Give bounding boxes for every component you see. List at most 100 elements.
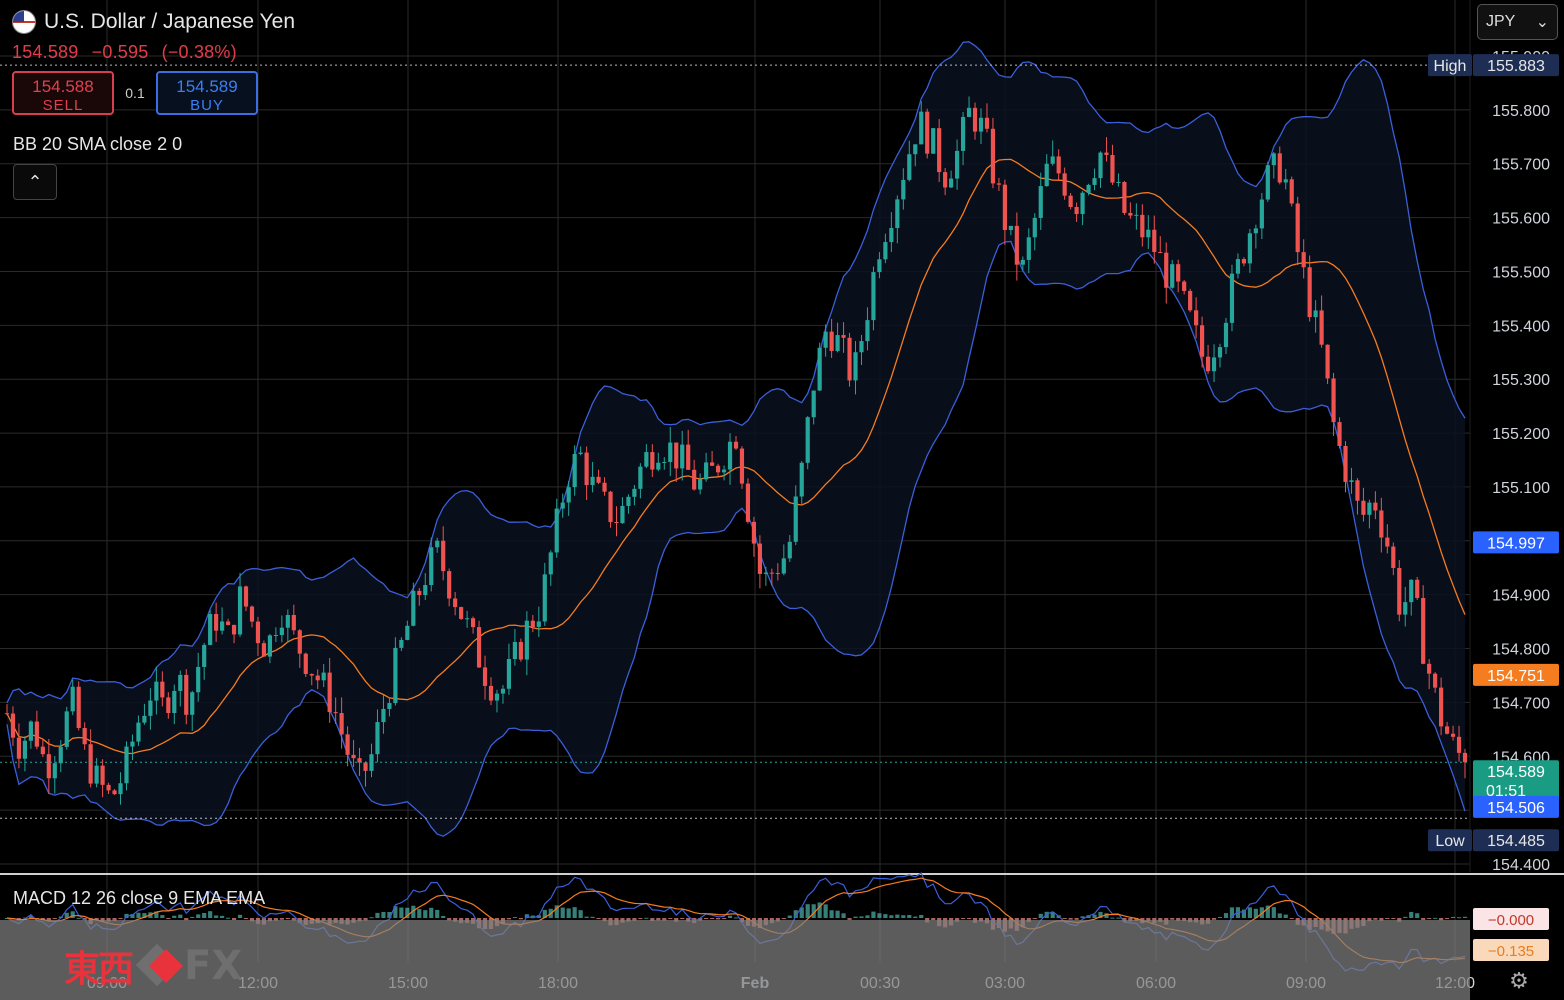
price-change-percent: (−0.38%): [161, 42, 237, 62]
macd-histogram-bar: [423, 910, 428, 918]
buy-button[interactable]: 154.589 BUY: [156, 71, 258, 115]
candle-body: [727, 441, 733, 470]
candle-body: [1050, 156, 1055, 164]
candle-body: [1229, 273, 1235, 323]
macd-histogram-bar: [668, 918, 673, 919]
candle-body: [255, 621, 261, 644]
macd-histogram-bar: [1289, 918, 1294, 919]
candle-body: [136, 722, 141, 742]
macd-histogram-bar: [883, 914, 888, 918]
price-tick-label: 155.600: [1492, 211, 1550, 228]
macd-histogram-bar: [441, 915, 446, 918]
macd-histogram-bar: [781, 918, 786, 919]
candle-body: [536, 621, 541, 627]
macd-histogram-bar: [1038, 913, 1043, 918]
candle-body: [34, 721, 39, 747]
candle-body: [733, 441, 739, 449]
macd-histogram-bar: [357, 918, 362, 922]
price-badge-value: 154.751: [1487, 668, 1545, 685]
macd-histogram-bar: [506, 918, 512, 920]
candle-body: [470, 618, 476, 628]
macd-histogram-bar: [1068, 918, 1073, 920]
candle-body: [698, 479, 703, 490]
candle-body: [835, 335, 840, 351]
macd-histogram-bar: [70, 911, 75, 918]
candle-body: [1140, 214, 1145, 238]
candle-body: [88, 744, 93, 784]
macd-histogram-bar: [1439, 918, 1444, 921]
candle-body: [82, 728, 87, 745]
macd-histogram-bar: [901, 915, 906, 918]
currency-select[interactable]: JPY ⌄: [1477, 4, 1558, 40]
currency-select-value: JPY: [1486, 13, 1516, 30]
candle-body: [1170, 264, 1175, 288]
macd-histogram-bar: [1462, 916, 1468, 918]
price-badge-bg: [1473, 760, 1559, 801]
price-badge-bg: [1473, 795, 1559, 818]
candle-body: [1044, 163, 1049, 187]
candle-body: [142, 715, 147, 723]
macd-legend[interactable]: MACD 12 26 close 9 EMA EMA: [13, 888, 266, 908]
settings-gear-icon[interactable]: ⚙: [1509, 968, 1529, 993]
macd-histogram-bar: [960, 918, 966, 919]
macd-histogram-bar: [811, 904, 816, 918]
macd-histogram-bar: [130, 914, 135, 918]
price-badge-bg: [1473, 663, 1559, 686]
candle-body: [1152, 229, 1157, 252]
candle-body: [650, 452, 655, 470]
macd-histogram-bar: [64, 912, 69, 918]
badge-tag-bg: [1428, 54, 1472, 77]
collapse-legend-button[interactable]: ⌃: [13, 164, 57, 200]
candle-body: [1146, 229, 1151, 238]
candle-body: [775, 573, 780, 575]
candle-body: [482, 667, 488, 686]
candle-body: [345, 734, 350, 755]
macd-histogram-bar: [835, 910, 840, 918]
candle-body: [1158, 251, 1163, 253]
macd-histogram-bar: [202, 912, 207, 918]
candle-body: [1439, 687, 1444, 727]
candle-body: [763, 572, 768, 574]
macd-histogram-bar: [154, 911, 159, 918]
candle-body: [560, 502, 565, 509]
candle-body: [1331, 378, 1336, 423]
candle-body: [375, 722, 380, 755]
macd-histogram-bar: [638, 918, 643, 919]
candle-body: [214, 613, 219, 631]
chevron-down-icon: ⌄: [1535, 14, 1549, 31]
macd-histogram-bar: [453, 918, 458, 922]
candle-body: [1223, 322, 1229, 348]
candle-body: [1337, 422, 1342, 446]
candle-body: [518, 641, 523, 660]
candle-body: [160, 681, 165, 698]
candle-body: [1325, 344, 1330, 379]
macd-histogram-bar: [895, 914, 900, 918]
candle-body: [178, 674, 183, 691]
candle-body: [1211, 357, 1217, 372]
macd-histogram-bar: [1170, 918, 1175, 920]
candle-body: [590, 476, 595, 486]
macd-histogram-bar: [1397, 918, 1402, 922]
price-badge-bg: [1473, 531, 1559, 554]
macd-histogram-bar: [1456, 917, 1462, 919]
candle-body: [1086, 184, 1091, 193]
candle-body: [554, 508, 559, 553]
macd-histogram-bar: [237, 914, 243, 918]
sell-button[interactable]: 154.588 SELL: [12, 71, 114, 115]
candle-body: [488, 685, 494, 701]
quantity-value[interactable]: 0.1: [125, 85, 145, 101]
candle-body: [172, 690, 177, 714]
candle-body: [1301, 252, 1306, 268]
candle-body: [1289, 179, 1294, 204]
candle-body: [321, 672, 326, 681]
candle-body: [745, 483, 751, 522]
bollinger-bands-legend[interactable]: BB 20 SMA close 2 0: [13, 134, 183, 154]
candle-body: [64, 711, 69, 747]
candle-body: [363, 762, 368, 771]
macd-histogram-bar: [919, 914, 924, 918]
candle-body: [919, 111, 924, 145]
broker-logo: 東西 FX: [64, 940, 242, 992]
candle-body: [1397, 567, 1402, 615]
macd-histogram-bar: [955, 918, 960, 922]
